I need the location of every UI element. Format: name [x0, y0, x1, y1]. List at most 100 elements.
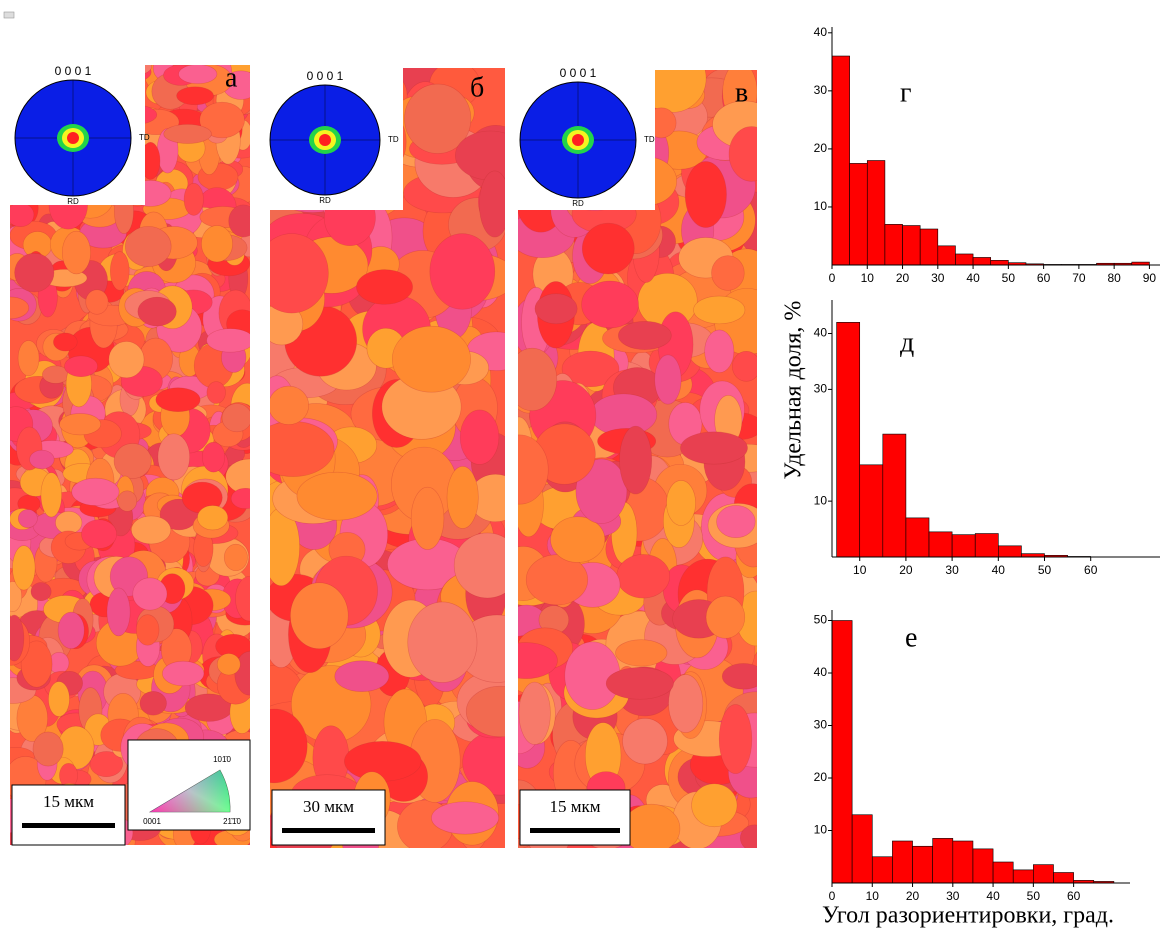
x-tick-label: 30: [945, 563, 959, 577]
grain: [40, 472, 62, 518]
scale-label: 15 мкм: [549, 797, 600, 816]
grain: [135, 614, 160, 646]
y-tick-label: 10: [814, 823, 828, 837]
scale-box: [271, 789, 386, 846]
grain: [17, 509, 38, 528]
grain: [459, 409, 500, 465]
grain: [201, 225, 233, 263]
grain: [110, 251, 130, 291]
panel-letter: в: [735, 77, 748, 108]
x-tick-label: 0: [829, 889, 836, 903]
x-tick-label: 40: [986, 889, 1000, 903]
scale-box: [519, 789, 631, 846]
grain: [201, 441, 226, 473]
grain: [162, 660, 205, 687]
grain: [30, 582, 52, 602]
x-tick-label: 40: [966, 271, 980, 285]
grain: [404, 83, 472, 154]
grain: [525, 554, 589, 606]
pole-td: TD: [644, 135, 655, 144]
histogram-bar: [831, 620, 853, 884]
y-tick-label: 40: [814, 25, 828, 39]
histogram-bar: [972, 848, 994, 884]
grain: [575, 458, 628, 524]
scale-label: 15 мкм: [43, 792, 94, 811]
histogram-bar: [851, 814, 873, 884]
grain: [666, 480, 696, 526]
pole-td: TD: [388, 135, 399, 144]
grain: [479, 170, 505, 238]
x-tick-label: 20: [896, 271, 910, 285]
x-tick-label: 20: [906, 889, 920, 903]
grain: [616, 554, 671, 599]
chart-annotation: д: [900, 327, 914, 358]
grain: [270, 421, 335, 477]
grain: [20, 640, 53, 688]
y-tick-label: 20: [814, 141, 828, 155]
grain: [131, 515, 172, 545]
grain: [10, 296, 30, 320]
grain: [206, 328, 250, 353]
pole-title: 0 0 0 1: [560, 66, 597, 80]
grain: [619, 425, 653, 495]
grain: [693, 295, 746, 325]
grain: [157, 433, 191, 481]
grain: [705, 595, 746, 639]
grain: [55, 510, 83, 535]
grain: [334, 660, 390, 692]
pole-rd: RD: [319, 196, 331, 205]
pole-title: 0 0 0 1: [307, 69, 344, 83]
histogram-bar: [955, 253, 974, 266]
grain: [345, 68, 385, 98]
histogram-bar: [952, 840, 974, 884]
grain: [155, 387, 201, 412]
ebsd-maps: 0 0 0 1 TD RD а 15 мкм 0 0 0 1 TD RD б 30 мкм 0 0 …: [10, 62, 757, 848]
x-tick-label: 0: [829, 271, 836, 285]
grain: [453, 532, 505, 599]
grain: [57, 611, 85, 649]
grain: [234, 651, 250, 696]
grain: [407, 601, 478, 683]
histogram-bar: [831, 55, 850, 266]
grain: [446, 466, 479, 529]
scale-bar: [282, 828, 375, 833]
grain: [622, 718, 668, 765]
panel-letter: б: [470, 72, 484, 103]
y-tick-label: 20: [814, 770, 828, 784]
grain: [230, 487, 250, 509]
grain: [235, 576, 250, 622]
histogram-bar: [974, 533, 999, 558]
scale-bar: [530, 828, 620, 833]
pole-title: 0 0 0 1: [55, 64, 92, 78]
grain: [637, 70, 707, 113]
x-tick-label: 10: [866, 889, 880, 903]
ipf-triangle-shade: [150, 770, 231, 812]
grain: [85, 289, 109, 315]
histogram-bar: [882, 433, 907, 558]
histogram-bar: [884, 224, 903, 266]
grain: [96, 69, 127, 89]
grain: [290, 582, 349, 650]
grain: [344, 741, 422, 782]
pole-intensity: [572, 134, 584, 146]
grain: [518, 347, 558, 412]
grain: [106, 587, 131, 637]
grain: [139, 691, 167, 716]
grain: [581, 222, 635, 275]
grain: [129, 180, 172, 207]
ipf-key-box: [127, 739, 251, 831]
grain: [728, 126, 757, 182]
scale-label: 30 мкм: [303, 797, 354, 816]
grain: [12, 545, 36, 591]
grain: [740, 824, 757, 848]
grain: [431, 801, 499, 835]
x-tick-label: 40: [992, 563, 1006, 577]
grain: [10, 202, 35, 228]
x-tick-label: 50: [1038, 563, 1052, 577]
histogram-bar: [859, 464, 884, 558]
scale-bar: [22, 823, 115, 828]
grain: [140, 141, 161, 180]
histogram-bar: [992, 861, 1014, 884]
ipf-left: 0001: [143, 817, 161, 826]
